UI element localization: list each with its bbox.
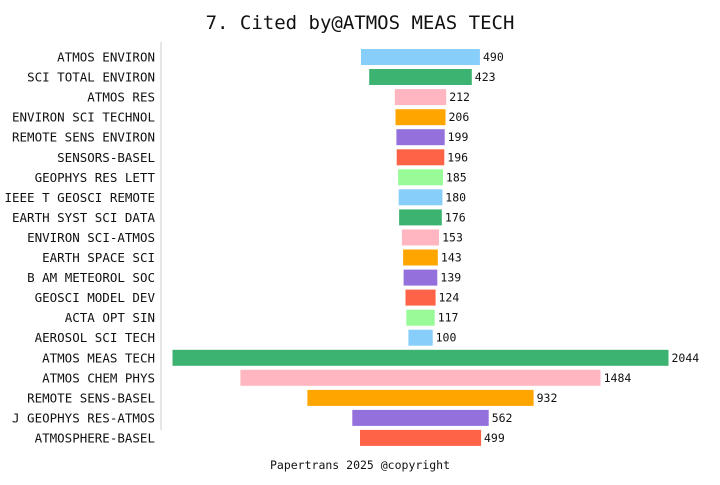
value-label-7: 180 bbox=[445, 190, 466, 204]
value-label-10: 143 bbox=[441, 251, 462, 265]
bar-16 bbox=[240, 369, 601, 386]
bar-18 bbox=[352, 409, 489, 426]
category-label-13: ACTA OPT SIN bbox=[65, 310, 155, 325]
category-label-14: AEROSOL SCI TECH bbox=[35, 330, 155, 345]
category-label-7: IEEE T GEOSCI REMOTE bbox=[4, 190, 155, 205]
value-label-1: 423 bbox=[475, 70, 496, 84]
chart-footer: Papertrans 2025 @copyright bbox=[270, 458, 450, 472]
category-label-3: ENVIRON SCI TECHNOL bbox=[12, 110, 155, 125]
bars-layer bbox=[172, 49, 669, 446]
value-label-4: 199 bbox=[448, 130, 469, 144]
value-labels: 490 423 212 206 199 196 185 180 176 153 143 139 124 1… bbox=[436, 50, 700, 445]
category-labels: ATMOS ENVIRON SCI TOTAL ENVIRON ATMOS RES E… bbox=[4, 50, 155, 446]
bar-11 bbox=[403, 269, 438, 286]
bar-8 bbox=[399, 209, 442, 226]
bar-13 bbox=[406, 309, 435, 326]
bar-9 bbox=[401, 229, 439, 246]
value-label-15: 2044 bbox=[672, 351, 700, 365]
bar-17 bbox=[307, 389, 534, 406]
category-label-18: J GEOPHYS RES-ATMOS bbox=[12, 410, 155, 425]
value-label-12: 124 bbox=[439, 291, 460, 305]
value-label-19: 499 bbox=[484, 431, 505, 445]
value-label-16: 1484 bbox=[604, 371, 632, 385]
value-label-17: 932 bbox=[537, 391, 558, 405]
chart-title: 7. Cited by@ATMOS MEAS TECH bbox=[206, 12, 515, 34]
value-label-3: 206 bbox=[449, 110, 470, 124]
bar-6 bbox=[398, 169, 443, 186]
category-label-0: ATMOS ENVIRON bbox=[57, 50, 155, 65]
category-label-19: ATMOSPHERE-BASEL bbox=[35, 430, 155, 445]
category-label-1: SCI TOTAL ENVIRON bbox=[27, 70, 155, 85]
value-label-18: 562 bbox=[492, 411, 513, 425]
value-label-9: 153 bbox=[442, 231, 463, 245]
value-label-13: 117 bbox=[438, 311, 459, 325]
bar-3 bbox=[395, 109, 446, 126]
category-label-8: EARTH SYST SCI DATA bbox=[12, 210, 155, 225]
bar-4 bbox=[396, 129, 445, 146]
category-label-9: ENVIRON SCI-ATMOS bbox=[27, 230, 155, 245]
category-label-11: B AM METEOROL SOC bbox=[27, 270, 155, 285]
bar-1 bbox=[369, 69, 472, 85]
category-label-17: REMOTE SENS-BASEL bbox=[27, 390, 155, 405]
value-label-14: 100 bbox=[436, 331, 457, 345]
value-label-0: 490 bbox=[483, 50, 504, 64]
bar-10 bbox=[403, 249, 438, 266]
bar-7 bbox=[398, 189, 443, 206]
value-label-11: 139 bbox=[440, 271, 461, 285]
category-label-5: SENSORS-BASEL bbox=[57, 150, 155, 165]
bar-5 bbox=[396, 149, 445, 166]
category-label-6: GEOPHYS RES LETT bbox=[35, 170, 156, 185]
bar-12 bbox=[405, 289, 436, 306]
category-label-16: ATMOS CHEM PHYS bbox=[42, 370, 155, 385]
category-label-4: REMOTE SENS ENVIRON bbox=[12, 130, 155, 145]
value-label-5: 196 bbox=[447, 150, 468, 164]
bar-2 bbox=[394, 89, 447, 106]
bar-14 bbox=[408, 329, 433, 346]
category-label-10: EARTH SPACE SCI bbox=[42, 250, 155, 265]
value-label-8: 176 bbox=[445, 210, 466, 224]
value-label-6: 185 bbox=[446, 170, 467, 184]
bar-15 bbox=[172, 349, 669, 366]
category-label-12: GEOSCI MODEL DEV bbox=[35, 290, 156, 305]
bar-0 bbox=[361, 49, 480, 65]
category-label-2: ATMOS RES bbox=[87, 90, 155, 105]
category-label-15: ATMOS MEAS TECH bbox=[42, 350, 155, 365]
value-label-2: 212 bbox=[449, 90, 470, 104]
bar-19 bbox=[360, 429, 482, 446]
